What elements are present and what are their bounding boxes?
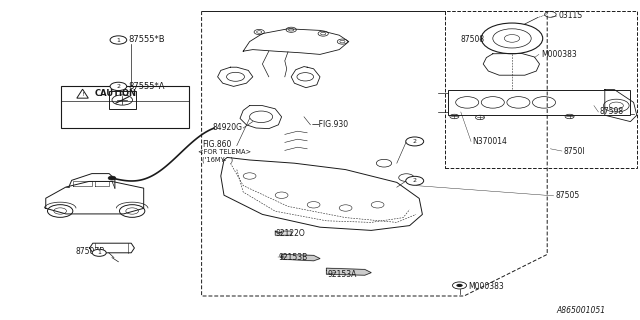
- Text: N370014: N370014: [472, 137, 507, 146]
- Circle shape: [406, 176, 424, 185]
- Circle shape: [110, 36, 127, 44]
- Text: 92153B: 92153B: [278, 253, 308, 262]
- Polygon shape: [275, 231, 291, 235]
- Text: 0311S: 0311S: [559, 12, 583, 20]
- Text: ('16MY-  ): ('16MY- ): [202, 156, 233, 163]
- Text: 92122O: 92122O: [275, 229, 305, 238]
- Circle shape: [92, 249, 106, 256]
- Text: 2: 2: [116, 84, 120, 89]
- Text: 87555*B: 87555*B: [128, 36, 164, 44]
- Text: FIG.860: FIG.860: [202, 140, 232, 149]
- Circle shape: [108, 176, 116, 180]
- Bar: [109, 91, 136, 109]
- Circle shape: [456, 284, 463, 287]
- Text: —FIG.930: —FIG.930: [312, 120, 349, 129]
- Text: 2: 2: [413, 139, 417, 144]
- Polygon shape: [326, 268, 371, 275]
- Polygon shape: [282, 254, 320, 261]
- Text: M000383: M000383: [468, 282, 504, 291]
- Text: A865001051: A865001051: [557, 306, 606, 315]
- Text: CAUTION: CAUTION: [94, 89, 136, 98]
- Bar: [61, 86, 189, 128]
- Text: 84920G: 84920G: [212, 124, 243, 132]
- Text: 8750I: 8750I: [563, 147, 585, 156]
- Text: 87598: 87598: [600, 108, 624, 116]
- Text: 1: 1: [97, 250, 101, 255]
- Text: M000383: M000383: [541, 50, 577, 59]
- Text: <FOR TELEMA>: <FOR TELEMA>: [198, 149, 252, 155]
- Text: !: !: [81, 92, 84, 97]
- Text: 87555*A: 87555*A: [128, 82, 164, 91]
- Circle shape: [110, 82, 127, 91]
- Text: 2: 2: [413, 178, 417, 183]
- Text: 1: 1: [116, 37, 120, 43]
- Text: 87505: 87505: [556, 191, 580, 200]
- Bar: [448, 90, 630, 115]
- Text: 87508: 87508: [461, 35, 485, 44]
- Text: 87507B: 87507B: [76, 247, 105, 256]
- Bar: [445, 11, 637, 168]
- Text: 92153A: 92153A: [328, 270, 357, 279]
- Circle shape: [406, 137, 424, 146]
